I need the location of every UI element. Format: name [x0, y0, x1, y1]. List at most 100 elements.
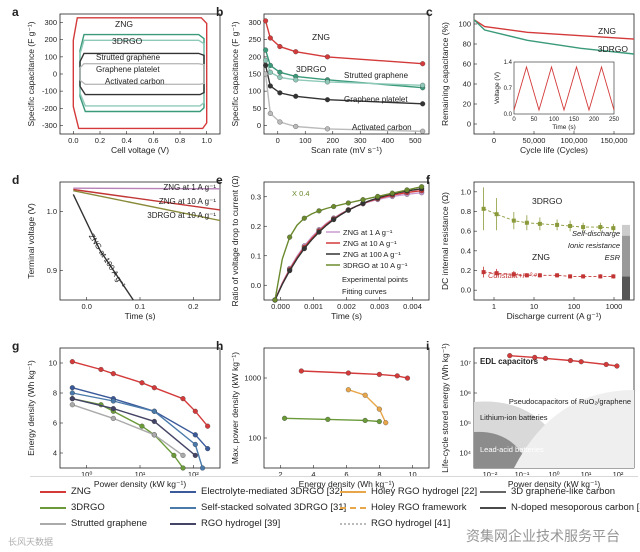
panel-f-axes-frame: [473, 181, 635, 301]
y-tick-label: 0.3: [251, 192, 261, 201]
ionic-resistance-bar: [622, 235, 630, 277]
y-axis-label: DC internal resistance (Ω): [440, 192, 450, 290]
data-point: [263, 57, 269, 63]
legend-column-4: 3D graphene-like carbon N-doped mesoporo…: [480, 483, 640, 515]
inset-charge-discharge-curve: [513, 65, 615, 112]
data-point: [598, 225, 603, 230]
x-axis-label: Scan rate (mV s⁻¹): [311, 145, 382, 155]
legend-item: Holey RGO hydrogel [22]: [340, 483, 477, 499]
data-point: [110, 371, 116, 377]
data-point: [293, 49, 299, 55]
region-label: Lead-acid batteries: [480, 445, 544, 454]
series-label: 3DRGO at 10 A g⁻¹: [147, 211, 216, 220]
inset-y-tick: 1.4: [504, 60, 513, 66]
x-tick-label: 0.002: [337, 302, 356, 311]
series-line-1: [264, 49, 423, 89]
data-point: [362, 417, 368, 423]
y-tick-label: 80: [463, 40, 471, 49]
legend-item: Strutted graphene: [40, 515, 147, 531]
data-point: [293, 93, 299, 99]
y-tick-label: 200: [248, 52, 261, 61]
legend-column-1: ZNG 3DRGO Strutted graphene: [40, 483, 147, 531]
data-point: [151, 408, 157, 414]
experimental-point: [419, 184, 425, 190]
x-tick-label: 150,000: [600, 136, 627, 145]
y-tick-label: 100: [44, 52, 57, 61]
inset-x-tick: 0: [512, 117, 516, 123]
data-point: [376, 371, 382, 377]
series-label: 3DRGO: [532, 196, 563, 206]
inset-x-tick: 100: [549, 117, 560, 123]
experimental-point: [316, 208, 322, 214]
data-point: [324, 79, 331, 85]
y-tick-label: 0.0: [461, 286, 471, 295]
y-tick-label: 0: [257, 121, 261, 130]
data-point: [537, 221, 542, 226]
y-tick-label: 1.0: [47, 207, 57, 216]
legend-label: Holey RGO framework: [371, 501, 467, 513]
y-tick-label: 100: [248, 87, 261, 96]
data-point: [192, 408, 198, 414]
data-point: [171, 452, 177, 458]
panel-letter: c: [426, 5, 433, 19]
data-point: [532, 354, 538, 360]
data-point: [293, 77, 299, 83]
data-point: [263, 47, 269, 53]
data-point: [277, 119, 283, 125]
data-point: [151, 385, 157, 391]
esr-bar: [622, 276, 630, 300]
legend-swatch-3drgo: [40, 506, 66, 509]
data-point: [420, 82, 426, 88]
data-point: [277, 69, 283, 75]
experimental-point: [301, 246, 307, 252]
x-tick-label: 0.4: [121, 136, 131, 145]
data-point: [524, 273, 529, 278]
y-axis-label: Remaining capacitance (%): [440, 22, 450, 126]
legend-item: ZNG: [40, 483, 147, 499]
experimental-point: [272, 297, 278, 303]
region-label: Pseudocapacitors of RuO₂/graphene: [509, 397, 631, 406]
y-tick-label: 0.6: [461, 227, 471, 236]
x-axis-label: Time (s): [125, 311, 156, 321]
x-tick-label: 0.6: [148, 136, 158, 145]
x-tick-label: 1.0: [201, 136, 211, 145]
series-line-2: [348, 389, 387, 423]
y-tick-label: 10⁷: [460, 359, 471, 368]
x-tick-label: 10²: [188, 470, 199, 479]
legend-label: Electrolyte-mediated 3DRGO [32]: [201, 485, 343, 497]
y-tick-label: 1000: [244, 374, 261, 383]
inset-frame: [513, 61, 615, 115]
legend-swatch-holey-hydrogel: [340, 490, 366, 493]
legend-label: N-doped mesoporous carbon [34]: [511, 501, 640, 513]
legend-text: ZNG at 10 A g⁻¹: [343, 239, 397, 248]
data-point: [277, 74, 283, 80]
legend-item: Holey RGO framework: [340, 499, 477, 515]
inset-x-tick: 200: [589, 117, 600, 123]
legend-swatch-holey-framework: [340, 506, 366, 509]
cv-loop-2: [79, 39, 205, 107]
y-tick-label: 10: [49, 359, 57, 368]
series-line-1: [284, 417, 380, 423]
data-point: [267, 35, 273, 41]
series-label: ZNG: [312, 32, 330, 42]
x-axis-label: Energy density (Wh kg⁻¹): [299, 479, 395, 489]
experimental-point: [331, 217, 337, 223]
series-label: Graphene platelet: [344, 95, 408, 104]
x-tick-label: 10¹: [581, 470, 592, 479]
y-tick-label: 150: [248, 70, 261, 79]
legend-label: RGO hydrogel [41]: [371, 517, 451, 529]
annotation-text: Ionic resistance: [568, 241, 620, 250]
legend-column-2: Electrolyte-mediated 3DRGO [32] Self-sta…: [170, 483, 346, 531]
series-label: ZNG at 10 A g⁻¹: [159, 197, 216, 206]
legend-text: ZNG at 100 A g⁻¹: [343, 250, 401, 259]
x-tick-label: 0.000: [271, 302, 290, 311]
series-line-0: [473, 19, 635, 40]
series-label: Graphene platelet: [96, 65, 160, 74]
data-point: [277, 44, 283, 50]
x-tick-label: 0.004: [403, 302, 422, 311]
x-tick-label: 0: [276, 136, 280, 145]
panel-c-axes-frame: [473, 13, 635, 135]
x-tick-label: 10: [530, 302, 538, 311]
panel-letter: h: [216, 339, 223, 353]
